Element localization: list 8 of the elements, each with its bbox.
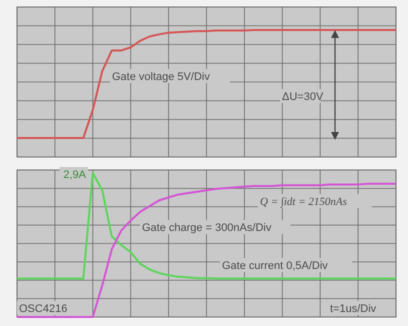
annotation: t=1us/Div [330,303,377,315]
annotation: OSC4216 [19,303,68,315]
annotation: Gate charge = 300nAs/Div [142,222,272,234]
annotation: Gate current 0,5A/Div [222,260,328,272]
annotation: Gate voltage 5V/Div [112,71,210,83]
annotation: Q = ∫idt = 2150nAs [260,196,347,208]
annotation: 2,9A [63,169,87,181]
annotation: ΔU=30V [282,91,324,103]
